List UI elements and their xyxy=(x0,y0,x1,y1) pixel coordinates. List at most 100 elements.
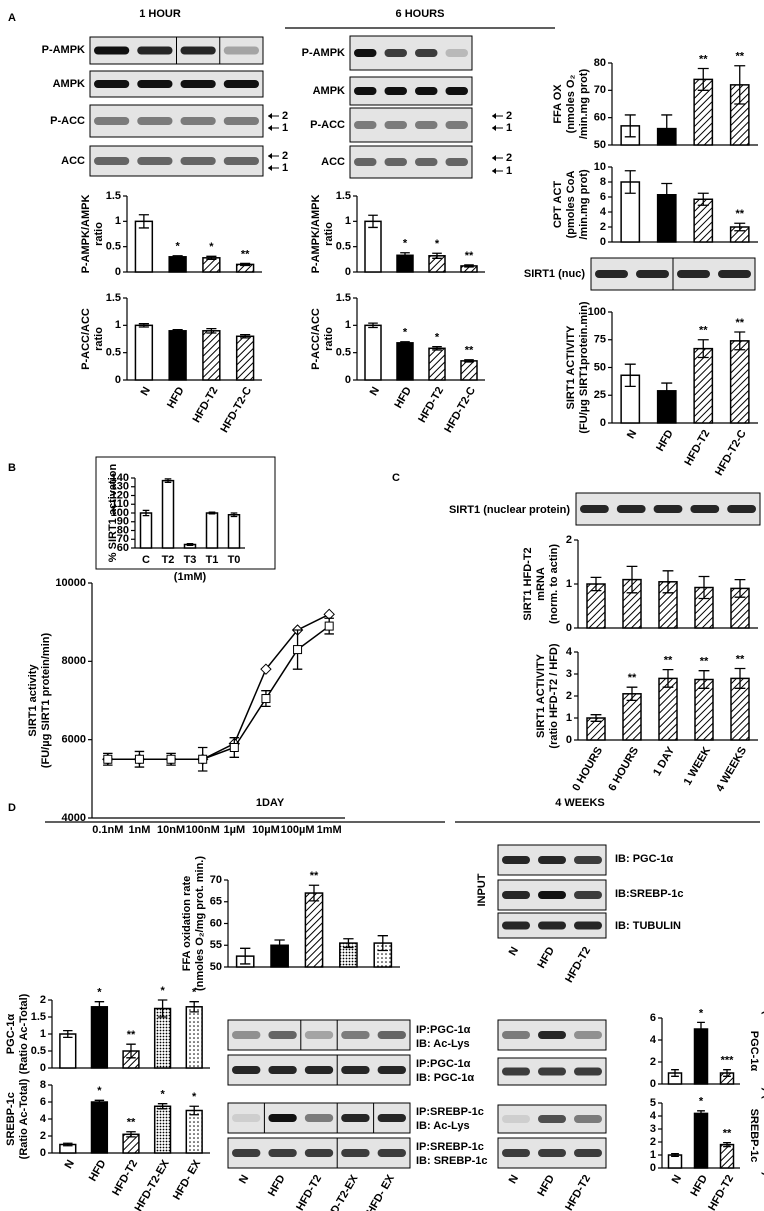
band-arrowhead xyxy=(268,153,272,159)
error-bar xyxy=(624,170,636,194)
blot-band xyxy=(595,270,628,278)
error-bar xyxy=(400,252,410,259)
y-tick-label: 1.5 xyxy=(336,292,351,304)
x-tick-label: 100µM xyxy=(281,824,315,836)
bar xyxy=(396,342,414,381)
significance-mark: * xyxy=(403,327,408,339)
bar xyxy=(59,1033,77,1069)
blot-band xyxy=(223,117,259,125)
blot-band xyxy=(415,121,438,129)
y-tick-label: 70 xyxy=(594,84,606,96)
y-axis-label: P-ACC/ACC xyxy=(80,308,92,370)
error-bar xyxy=(723,1142,731,1148)
y-tick-label: 3 xyxy=(566,668,572,680)
blot-category: N xyxy=(237,1173,251,1186)
x-tick-label: C xyxy=(142,554,150,566)
blot-category: HFD-T2 xyxy=(294,1173,324,1211)
y-tick-label: 0 xyxy=(650,1078,656,1090)
y-axis-label: (FU/µg SIRT1protein.min) xyxy=(578,301,590,434)
blot-band xyxy=(502,1067,530,1076)
blot-label: IB: TUBULIN xyxy=(615,920,681,932)
blot-band xyxy=(445,49,468,57)
y-tick-label: 0 xyxy=(600,417,606,429)
panel-header: 6 HOURS xyxy=(396,8,445,20)
y-tick-label: 10 xyxy=(594,161,606,173)
error-bar xyxy=(661,114,673,143)
band-arrowhead xyxy=(492,125,496,131)
error-bar xyxy=(172,329,183,333)
error-bar xyxy=(734,222,746,232)
error-bar xyxy=(208,511,216,515)
blot-label: INPUT xyxy=(476,873,488,906)
panel-header: 4 WEEKS xyxy=(555,797,605,809)
y-tick-label: 8000 xyxy=(62,655,86,667)
significance-mark: * xyxy=(699,1096,704,1108)
y-axis-label: P-AMPK/AMPK xyxy=(310,195,322,274)
blot-label: IB: SREBP-1c xyxy=(416,1155,488,1167)
blot-band xyxy=(354,158,377,166)
y-tick-label: 6000 xyxy=(62,734,86,746)
blot-band xyxy=(341,1114,370,1122)
blot-band xyxy=(377,1031,406,1039)
y-tick-label: 1 xyxy=(345,215,351,227)
x-tick-label: HFD-T2-C xyxy=(713,428,749,478)
bar xyxy=(185,1006,203,1069)
x-tick-label: 100nM xyxy=(186,824,220,836)
blot-band xyxy=(137,46,173,55)
band-arrowhead xyxy=(492,168,496,174)
significance-mark: ** xyxy=(700,656,709,668)
error-bar xyxy=(697,1021,705,1037)
y-tick-label: 4 xyxy=(40,1113,47,1125)
y-tick-label: 0 xyxy=(345,266,351,278)
blot-band xyxy=(415,49,438,57)
error-bar xyxy=(138,214,149,229)
y-axis-label: PGC-1α xyxy=(748,1031,760,1072)
y-tick-label: 1 xyxy=(650,1149,656,1161)
point xyxy=(324,621,334,631)
y-tick-label: 60 xyxy=(594,112,606,124)
y-tick-label: 4 xyxy=(650,1034,657,1046)
error-bar xyxy=(723,1069,731,1077)
x-tick-label: HFD-T2 xyxy=(416,385,446,425)
y-tick-label: 50 xyxy=(594,361,606,373)
error-bar xyxy=(464,264,474,268)
error-bar xyxy=(464,359,474,363)
significance-mark: * xyxy=(160,1089,165,1101)
x-tick-label: HFD-T2 xyxy=(706,1173,736,1211)
blot-band xyxy=(574,1115,602,1123)
point xyxy=(229,743,239,752)
significance-mark: * xyxy=(97,987,102,999)
y-axis-label: % SIRT1 activation xyxy=(107,464,119,563)
blot-label: IB: Ac-Lys xyxy=(416,1038,470,1050)
error-bar xyxy=(206,255,217,260)
blot-category: HFD xyxy=(535,945,557,971)
y-axis-label: P-ACC/ACC xyxy=(310,308,322,370)
blot-label: AMPK xyxy=(53,78,85,90)
y-tick-label: 60 xyxy=(117,542,129,554)
blot-band xyxy=(377,1149,406,1157)
y-tick-label: 25 xyxy=(594,389,606,401)
x-tick-label: 6 HOURS xyxy=(606,745,641,793)
blot-band xyxy=(727,505,756,513)
blot-band xyxy=(690,505,720,513)
y-tick-label: 0 xyxy=(40,1062,46,1074)
blot-band xyxy=(341,1031,370,1039)
x-tick-label: 1µM xyxy=(224,824,246,836)
significance-mark: ** xyxy=(664,655,673,667)
y-tick-label: 1 xyxy=(566,578,572,590)
x-axis-label: (1mM) xyxy=(174,571,207,583)
x-tick-label: N xyxy=(63,1158,77,1171)
significance-mark: * xyxy=(435,238,440,250)
y-tick-label: 0.5 xyxy=(106,241,121,253)
error-bar xyxy=(94,1001,105,1013)
blot-band xyxy=(341,1066,370,1074)
x-tick-label: T3 xyxy=(184,554,197,566)
y-tick-label: 1 xyxy=(115,319,121,331)
error-bar xyxy=(697,1110,705,1117)
x-tick-label: HFD-T2-C xyxy=(442,385,478,435)
blot-band xyxy=(445,158,468,166)
blot-band xyxy=(94,157,130,165)
blot-band xyxy=(718,270,751,278)
y-axis-label: mRNA xyxy=(535,567,547,601)
